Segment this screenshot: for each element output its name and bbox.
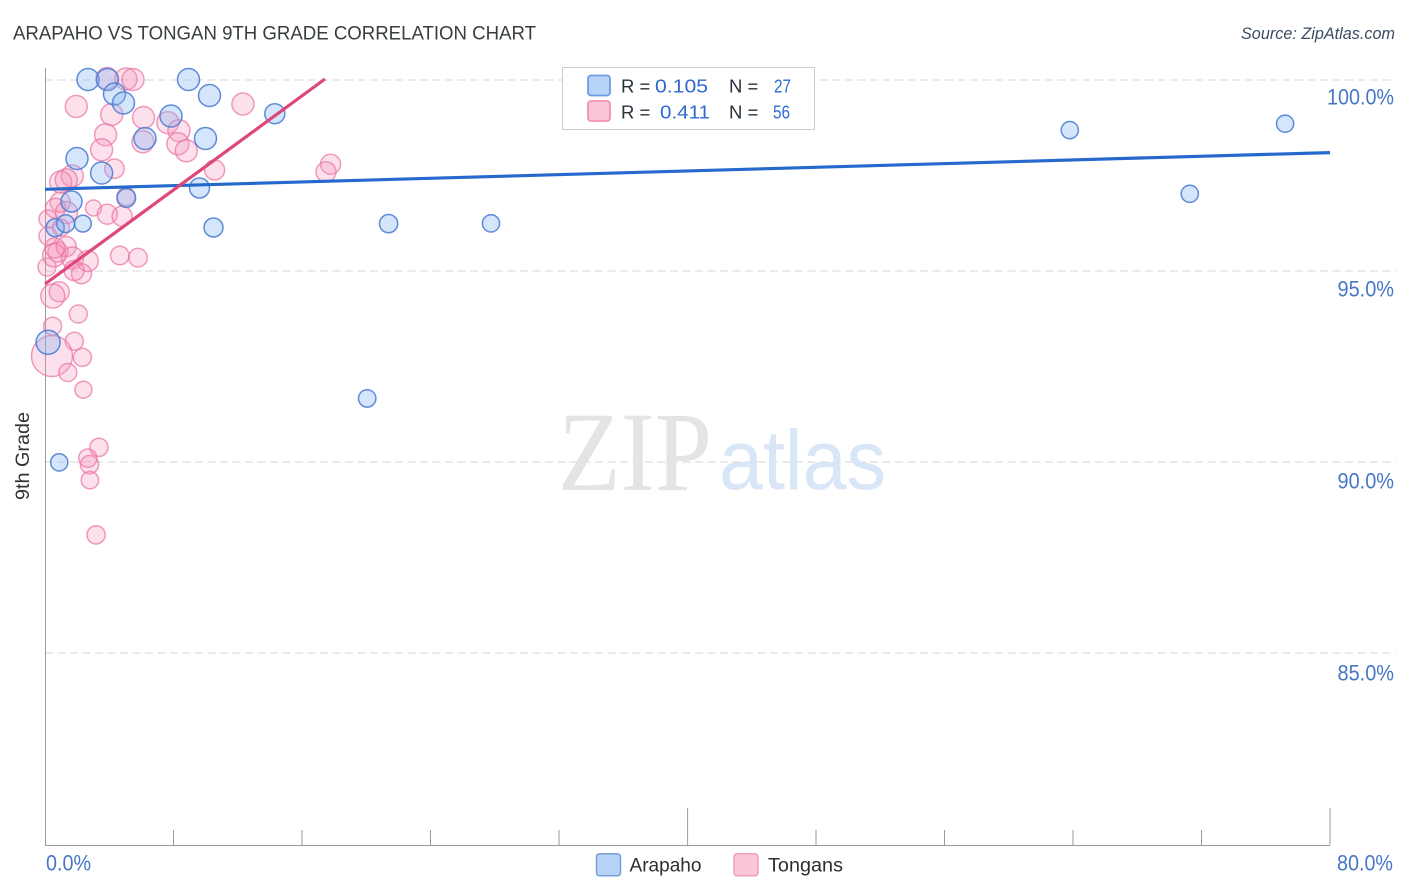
svg-text:Arapaho: Arapaho: [630, 855, 702, 877]
svg-text:N =: N =: [729, 101, 758, 122]
svg-text:R =: R =: [621, 101, 650, 122]
svg-text:0.105: 0.105: [655, 76, 708, 97]
svg-text:90.0%: 90.0%: [1338, 469, 1395, 494]
svg-text:80.0%: 80.0%: [1337, 850, 1393, 875]
svg-text:Source: ZipAtlas.com: Source: ZipAtlas.com: [1241, 24, 1395, 43]
svg-text:0.411: 0.411: [660, 101, 710, 122]
svg-text:N =: N =: [729, 76, 758, 97]
svg-text:0.0%: 0.0%: [46, 850, 91, 875]
svg-text:56: 56: [773, 101, 790, 122]
svg-text:85.0%: 85.0%: [1338, 661, 1395, 686]
svg-text:atlas: atlas: [719, 413, 886, 507]
svg-text:ZIP: ZIP: [558, 390, 712, 515]
svg-text:27: 27: [774, 76, 791, 97]
svg-text:ARAPAHO VS TONGAN 9TH GRADE CO: ARAPAHO VS TONGAN 9TH GRADE CORRELATION …: [13, 23, 536, 44]
svg-text:100.0%: 100.0%: [1327, 85, 1394, 110]
svg-text:9th Grade: 9th Grade: [13, 412, 34, 500]
svg-text:95.0%: 95.0%: [1338, 277, 1395, 302]
svg-text:Tongans: Tongans: [768, 855, 843, 877]
svg-text:R =: R =: [621, 76, 650, 97]
